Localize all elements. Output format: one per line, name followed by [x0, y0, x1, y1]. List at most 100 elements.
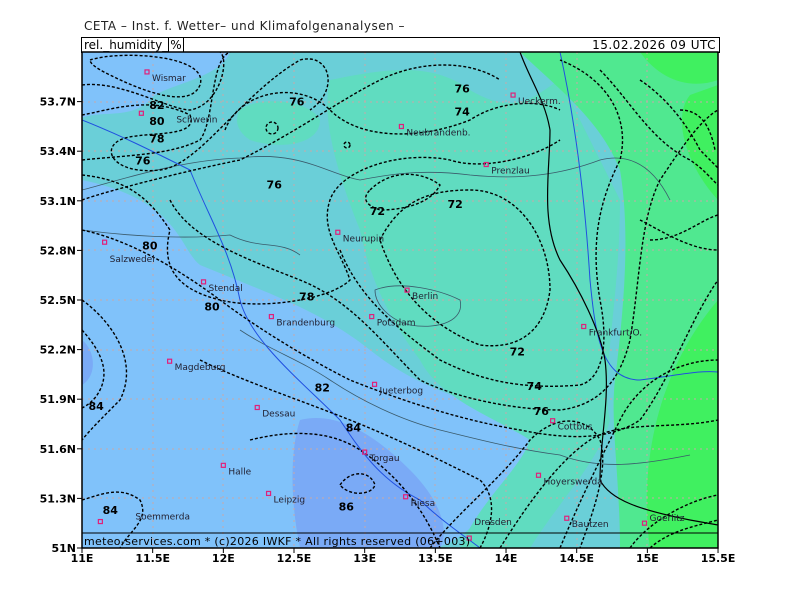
contour-label: 80 — [149, 115, 165, 128]
city-label: Wismar — [152, 74, 186, 84]
city-marker — [641, 520, 648, 526]
city-label: Dessau — [262, 409, 295, 419]
fill-mint — [327, 70, 620, 548]
city-marker — [466, 535, 472, 541]
city-marker — [268, 313, 274, 320]
lat-tick-label: 53.1N — [40, 195, 76, 208]
city-marker — [403, 494, 409, 500]
city-label: Potsdam — [377, 319, 416, 329]
lat-tick-label: 51.3N — [40, 492, 76, 505]
city-label: Soemmerda — [135, 513, 190, 523]
latitude-axis: 51N 51.3N 51.6N 51.9N 52.2N 52.5N 52.8N 53.1N 53… — [40, 96, 82, 555]
contour-label: 76 — [135, 155, 151, 168]
contour-label: 78 — [149, 133, 164, 146]
city-marker — [167, 358, 173, 364]
city-marker — [102, 239, 108, 245]
city-marker — [510, 92, 516, 98]
contour-label: 80 — [142, 240, 158, 253]
city-marker — [581, 323, 587, 330]
contour-label: 78 — [299, 291, 314, 304]
parameter-label: rel._humidity_% — [84, 37, 184, 53]
map-fill — [82, 52, 718, 548]
city-marker — [550, 418, 556, 424]
city-marker — [220, 462, 226, 468]
lon-tick-label: 12.5E — [277, 552, 312, 565]
city-label: Hoyerswerda — [543, 477, 602, 487]
unit-label: % — [168, 37, 184, 53]
contour-label: 72 — [447, 198, 462, 211]
lat-tick-label: 51.6N — [40, 443, 76, 456]
fill-blue-south — [82, 180, 529, 548]
lon-tick-label: 14E — [495, 552, 518, 565]
lon-tick-label: 13.5E — [418, 552, 453, 565]
fill-mint-small — [237, 101, 320, 145]
city-marker — [254, 404, 260, 411]
city-marker — [564, 515, 570, 521]
city-label: Frankfurt/O. — [589, 328, 642, 338]
city-marker — [362, 449, 368, 455]
copyright-footer: meteo-services.com * (c)2026 IWKF * All … — [84, 535, 471, 548]
city-marker — [535, 472, 542, 478]
contour-label: 84 — [103, 504, 119, 517]
contour-label: 74 — [527, 380, 543, 393]
lon-tick-label: 13E — [353, 552, 376, 565]
city-label: Jueterbog — [379, 386, 424, 396]
lon-tick-label: 11.5E — [135, 552, 170, 565]
city-label: Cottbus — [558, 423, 593, 433]
city-label: Schwerin — [176, 115, 217, 125]
city-marker — [335, 229, 341, 235]
city-marker — [144, 69, 150, 75]
contour-label: 72 — [370, 205, 385, 218]
lon-tick-label: 15.5E — [701, 552, 736, 565]
contour-label: 74 — [455, 106, 471, 119]
city-marker — [200, 279, 207, 285]
city-label: Salzwedel — [110, 255, 155, 265]
city-label: Prenzlau — [491, 167, 529, 177]
city-marker — [398, 123, 405, 130]
fill-bright-green-n — [640, 52, 718, 84]
lat-tick-label: 52.5N — [40, 294, 76, 307]
institute-title: CETA – Inst. f. Wetter– und Klimafolgena… — [84, 19, 406, 33]
city-marker — [138, 110, 144, 116]
lat-tick-label: 52.2N — [40, 344, 76, 357]
city-label: Leipzig — [274, 495, 306, 505]
lon-tick-label: 12E — [212, 552, 235, 565]
city-marker — [483, 161, 489, 168]
contour-label: 76 — [455, 82, 471, 95]
lat-tick-label: 53.4N — [40, 145, 76, 158]
lon-tick-label: 11E — [71, 552, 94, 565]
city-label: Riesa — [411, 499, 436, 509]
contour-label: 84 — [88, 400, 104, 413]
contours — [82, 52, 718, 548]
contour-labels: 82 80 78 76 76 76 74 76 72 72 80 78 80 72 74 76 82 84 84 86… — [88, 82, 549, 517]
contour-label: 82 — [315, 382, 330, 395]
city-label: Torgau — [369, 454, 400, 464]
city-marker — [265, 490, 272, 497]
lat-tick-label: 53.7N — [40, 96, 76, 109]
valid-time: 15.02.2026 09 UTC — [592, 38, 716, 52]
contour-label: 86 — [339, 501, 355, 514]
city-marker — [369, 313, 375, 320]
contour-label: 76 — [534, 405, 550, 418]
city-markers: Wismar Schwerin Neubrandenb. Ueckerm. Prenzl… — [97, 69, 685, 541]
lat-tick-label: 51.9N — [40, 393, 76, 406]
lat-tick-label: 51N — [51, 542, 76, 555]
city-label: Ueckerm. — [518, 97, 561, 107]
city-label: Goerlitz — [649, 514, 684, 524]
city-marker — [97, 518, 103, 525]
longitude-axis: 11E 11.5E 12E 12.5E 13E 13.5E 14E 14.5E 15E 15.5E — [71, 548, 736, 565]
footer-frame — [81, 532, 719, 549]
city-label: Neubrandenb. — [406, 128, 470, 138]
contour-label: 82 — [149, 99, 164, 112]
city-label: Dresden — [474, 518, 512, 528]
contour-label: 76 — [289, 96, 305, 109]
city-label: Magdeburg — [175, 363, 226, 373]
fill-violet-west — [82, 340, 93, 385]
fill-bright-green-ne — [681, 85, 718, 200]
city-label: Berlin — [412, 292, 438, 302]
city-marker — [371, 381, 378, 387]
fill-violet — [292, 418, 444, 548]
city-label: Halle — [228, 467, 251, 477]
lon-tick-label: 15E — [636, 552, 659, 565]
lon-tick-label: 14.5E — [559, 552, 594, 565]
